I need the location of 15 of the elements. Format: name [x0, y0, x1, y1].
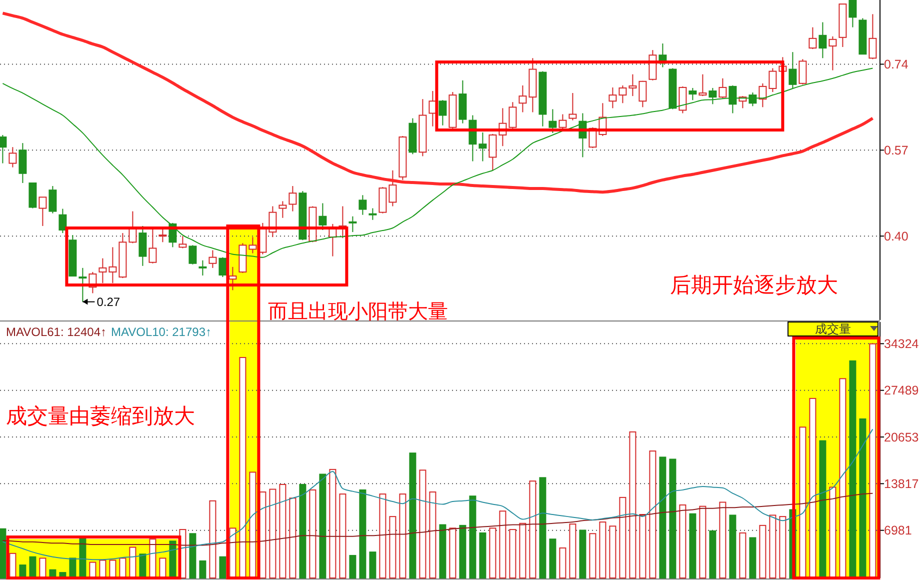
annotation: 成交量由萎缩到放大	[6, 405, 195, 428]
text: MAVOL10: 21793↑	[111, 325, 212, 339]
y-tick-label: 27489	[884, 384, 919, 398]
annotation: 而且出现小阳带大量	[268, 301, 448, 323]
y-tick-label: 20653	[884, 430, 919, 444]
chart-title: 成交量	[815, 322, 851, 336]
y-tick-label: 6981	[884, 524, 912, 538]
y-tick-label: 0.40	[884, 229, 908, 244]
y-tick-label: 34324	[884, 337, 919, 352]
text: MAVOL61: 12404↑	[6, 325, 107, 339]
y-tick-label: 13817	[884, 477, 919, 492]
annotation: 后期开始逐步放大	[670, 274, 838, 297]
annotation: 0.27	[96, 295, 120, 309]
y-tick-label: 0.74	[884, 58, 908, 72]
y-tick-label: 0.57	[884, 144, 908, 158]
